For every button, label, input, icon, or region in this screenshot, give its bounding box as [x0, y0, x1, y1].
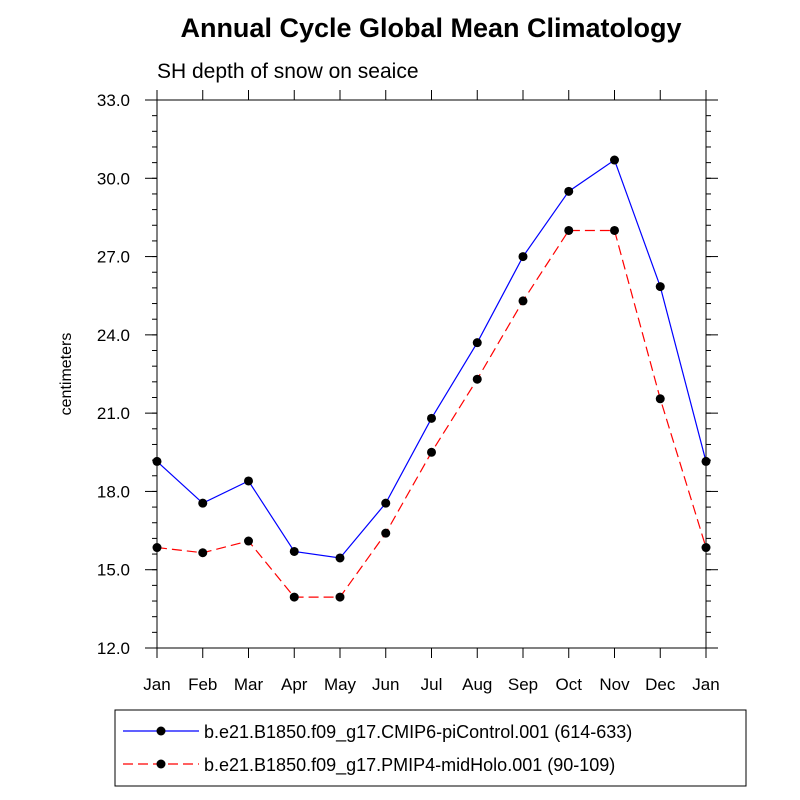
x-tick-label: Mar — [234, 675, 264, 694]
series-0-point — [381, 498, 391, 508]
plot-frame — [156, 99, 707, 649]
axis-ticks — [145, 90, 718, 658]
series-1-point — [655, 394, 665, 404]
x-tick-label: Feb — [188, 675, 217, 694]
legend-marker-midHolo — [156, 759, 166, 769]
x-tick-label: Jun — [372, 675, 399, 694]
series-1-point — [427, 447, 436, 457]
x-tick-label: Sep — [508, 675, 538, 694]
y-tick-labels: 12.0 15.0 18.0 21.0 24.0 27.0 30.0 33.0 — [97, 91, 130, 658]
y-tick-label: 18.0 — [97, 482, 130, 501]
x-tick-label: Oct — [556, 675, 583, 694]
series-1-point — [564, 225, 574, 235]
series-line-1 — [156, 229, 707, 598]
series-1-point — [472, 374, 482, 384]
series-0-point — [655, 282, 665, 292]
series-0-point — [518, 252, 528, 262]
y-tick-label: 33.0 — [97, 91, 130, 110]
series-1-point — [244, 536, 253, 546]
series-lines — [156, 159, 707, 598]
y-tick-label: 12.0 — [97, 639, 130, 658]
x-tick-label: Dec — [645, 675, 676, 694]
series-0-point — [289, 546, 299, 556]
legend-label-midHolo: b.e21.B1850.f09_g17.PMIP4-midHolo.001 (9… — [204, 755, 615, 776]
y-tick-label: 15.0 — [97, 561, 130, 580]
y-tick-label: 24.0 — [97, 326, 130, 345]
chart-title: Annual Cycle Global Mean Climatology — [180, 13, 681, 43]
series-0-point — [244, 476, 253, 486]
x-tick-label: Nov — [599, 675, 630, 694]
legend-box — [114, 709, 747, 787]
series-0-point — [472, 338, 482, 348]
y-tick-label: 30.0 — [97, 169, 130, 188]
series-1-point — [518, 296, 528, 306]
series-0-point — [427, 413, 436, 423]
x-tick-label: Apr — [281, 675, 308, 694]
y-axis-label: centimeters — [58, 333, 75, 416]
series-1-point — [198, 548, 208, 558]
series-1-point — [381, 528, 391, 538]
legend-label-piControl: b.e21.B1850.f09_g17.CMIP6-piControl.001 … — [204, 722, 632, 743]
y-tick-label: 27.0 — [97, 248, 130, 267]
x-tick-label: Aug — [462, 675, 492, 694]
legend: b.e21.B1850.f09_g17.CMIP6-piControl.001 … — [114, 709, 747, 787]
x-tick-label: May — [324, 675, 357, 694]
legend-marker-piControl — [156, 726, 166, 736]
series-0-point — [198, 498, 208, 508]
chart-subtitle: SH depth of snow on seaice — [157, 60, 419, 83]
x-tick-label: Jan — [143, 675, 170, 694]
x-tick-labels: Jan Feb Mar Apr May Jun Jul Aug Sep Oct Nov Dec Jan — [143, 675, 719, 694]
series-line-0 — [156, 159, 707, 559]
series-0-point — [610, 155, 619, 165]
series-0-point — [564, 186, 574, 196]
x-tick-label: Jul — [421, 675, 443, 694]
x-tick-label: Jan — [692, 675, 719, 694]
series-0-point — [335, 553, 345, 563]
y-tick-label: 21.0 — [97, 404, 130, 423]
series-1-point — [610, 225, 619, 235]
series-1-point — [289, 592, 299, 602]
series-points — [152, 155, 711, 602]
series-1-point — [335, 592, 345, 602]
